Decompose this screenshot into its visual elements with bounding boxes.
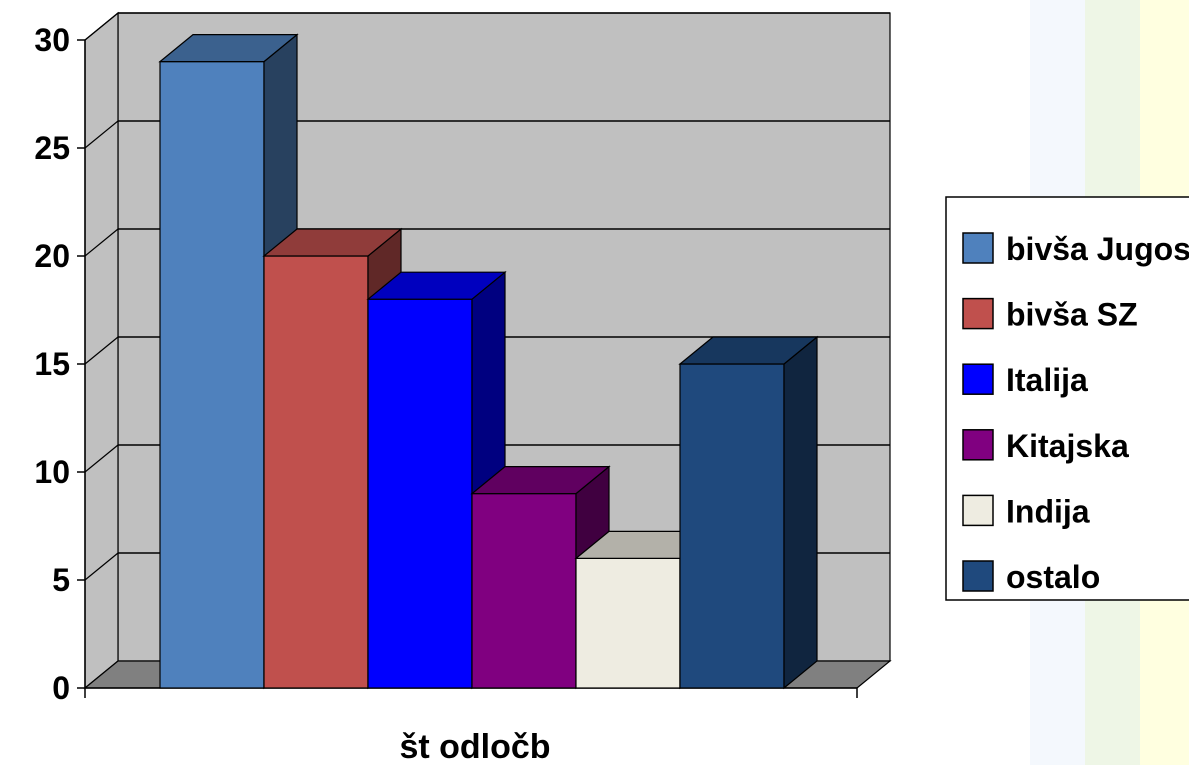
gridline-side — [84, 12, 119, 41]
y-tick-label: 20 — [34, 238, 70, 274]
legend-box — [945, 196, 1189, 601]
bar-front — [159, 60, 265, 689]
y-tick-label: 15 — [34, 346, 70, 382]
y-tick-label: 5 — [52, 562, 70, 598]
bar-front — [263, 255, 369, 689]
legend-label: Kitajska — [1006, 428, 1129, 464]
legend-label: bivša Jugoslavija — [1006, 231, 1189, 267]
bar-4 — [574, 530, 715, 690]
bar-front — [575, 557, 681, 689]
legend-swatch — [962, 494, 994, 527]
legend-swatch — [962, 363, 994, 395]
bar-side — [783, 335, 818, 690]
legend-label: bivša SZ — [1006, 297, 1138, 333]
bar-3 — [470, 465, 611, 690]
x-axis-label: št odločb — [399, 728, 550, 765]
bar-top — [262, 228, 403, 257]
legend-swatch — [962, 232, 994, 264]
bar-front — [679, 363, 785, 689]
gridline-side — [84, 120, 119, 149]
bar-5 — [678, 335, 819, 690]
legend-label: ostalo — [1006, 559, 1100, 595]
bar-front — [471, 493, 577, 689]
y-tick-label: 25 — [34, 130, 70, 166]
gridline-side — [84, 444, 119, 473]
bar-top — [366, 271, 507, 300]
legend-swatch — [962, 560, 994, 592]
bar-top — [470, 466, 611, 495]
legend-swatch — [962, 297, 994, 330]
y-tick-label: 30 — [34, 22, 70, 58]
gridline-side — [84, 552, 119, 581]
bar-top — [158, 33, 299, 63]
y-tick-label: 10 — [34, 454, 70, 490]
legend-swatch — [962, 429, 994, 461]
bar-front — [367, 298, 473, 689]
legend-label: Indija — [1006, 493, 1090, 529]
y-tick-label: 0 — [52, 670, 70, 706]
bar-top — [678, 336, 819, 365]
gridline-side — [84, 336, 119, 365]
legend-label: Italija — [1006, 362, 1088, 398]
gridline-side — [84, 228, 119, 257]
